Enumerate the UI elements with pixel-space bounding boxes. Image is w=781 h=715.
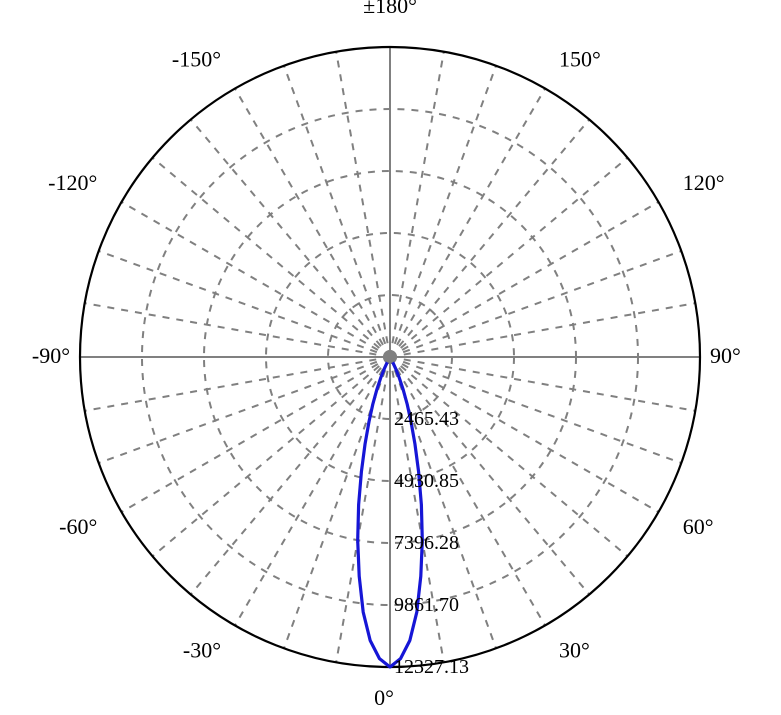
- angle-tick-label: -150°: [172, 46, 221, 71]
- angle-tick-label: -30°: [183, 638, 221, 663]
- radial-labels: 2465.43 4930.85 7396.28 9861.70 12327.13: [394, 408, 469, 678]
- radial-tick-label: 7396.28: [394, 532, 459, 554]
- angle-tick-label: 30°: [559, 638, 590, 663]
- radial-tick-label: 2465.43: [394, 408, 459, 430]
- angle-tick-label: 120°: [683, 170, 725, 195]
- angle-tick-label: ±180°: [363, 0, 417, 18]
- polar-chart: 2465.43 4930.85 7396.28 9861.70 12327.13 0° 3…: [0, 0, 781, 715]
- angle-tick-label: -90°: [32, 343, 70, 368]
- angle-tick-label: -120°: [48, 170, 97, 195]
- angle-tick-label: 60°: [683, 514, 714, 539]
- center-dot: [384, 351, 396, 363]
- radial-tick-label: 12327.13: [394, 656, 469, 678]
- angle-tick-label: -60°: [59, 514, 97, 539]
- angle-tick-label: 0°: [374, 685, 394, 710]
- radial-tick-label: 9861.70: [394, 594, 459, 616]
- angle-tick-label: 150°: [559, 46, 601, 71]
- radial-tick-label: 4930.85: [394, 470, 459, 492]
- angle-tick-label: 90°: [710, 343, 741, 368]
